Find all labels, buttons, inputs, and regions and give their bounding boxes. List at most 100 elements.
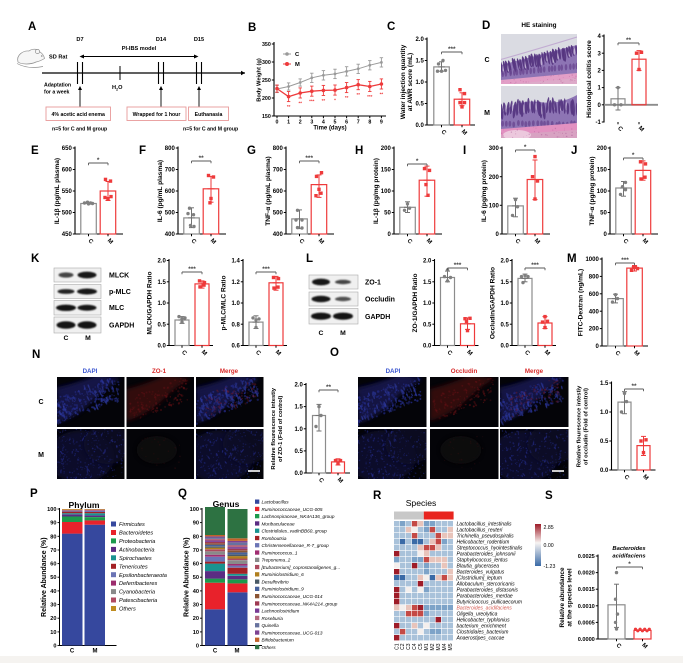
svg-text:0.0: 0.0 [423,344,432,350]
svg-text:60: 60 [50,562,56,568]
svg-text:300: 300 [262,60,271,66]
svg-text:[Clostridium]_leptum: [Clostridium]_leptum [456,576,503,582]
svg-text:Bifidobacterium: Bifidobacterium [262,638,294,643]
svg-text:Clostridiales_bacterium: Clostridiales_bacterium [457,630,509,636]
svg-text:C: C [180,350,188,358]
svg-text:Blautia_glucerasea: Blautia_glucerasea [457,564,500,570]
svg-text:2.0: 2.0 [157,259,166,265]
svg-text:0: 0 [53,644,56,650]
svg-text:500: 500 [165,211,176,217]
svg-text:100: 100 [190,507,199,513]
svg-text:Quinella: Quinella [262,623,280,628]
svg-text:0.0: 0.0 [157,344,166,350]
svg-text:1.2: 1.2 [231,280,240,286]
svg-text:2.0: 2.0 [294,383,303,389]
svg-text:1.0: 1.0 [500,301,509,307]
svg-text:Ruminiclostridium_6: Ruminiclostridium_6 [262,572,305,577]
svg-text:Others: Others [119,607,136,613]
svg-text:p-MLC/MLC Ratio: p-MLC/MLC Ratio [221,276,228,331]
svg-text:40: 40 [50,589,56,595]
svg-text:800: 800 [165,146,176,152]
svg-text:Bacteroidetes: Bacteroidetes [119,531,153,537]
svg-text:0.0015: 0.0015 [578,587,595,593]
svg-text:C: C [319,330,324,337]
svg-text:of ZO-1 (Fold of control): of ZO-1 (Fold of control) [278,396,284,462]
svg-text:M: M [632,350,640,358]
svg-text:Merge: Merge [525,368,544,375]
svg-text:Anaerostipes_caccae: Anaerostipes_caccae [456,636,505,642]
svg-text:Romboutsia: Romboutsia [262,536,287,541]
svg-text:1.5: 1.5 [500,280,509,286]
svg-text:*: * [632,152,635,159]
svg-text:Bacteroides_vulgatus: Bacteroides_vulgatus [457,570,505,576]
svg-text:Ruminococcaceae_NK4A214_group: Ruminococcaceae_NK4A214_group [262,601,338,606]
svg-text:Occludin: Occludin [451,368,478,375]
svg-text:C5: C5 [418,643,424,650]
svg-text:C: C [70,649,75,655]
svg-text:500: 500 [273,211,284,217]
svg-text:5: 5 [334,120,337,126]
svg-text:C: C [514,238,522,246]
svg-text:Staphylococcus_lentus: Staphylococcus_lentus [457,558,509,564]
svg-text:350: 350 [262,42,271,48]
svg-text:Parabacteroides_distasonis: Parabacteroides_distasonis [457,588,519,594]
svg-text:I: I [463,145,466,157]
svg-text:600: 600 [165,189,176,195]
svg-text:Bacteroides_acidifaciens: Bacteroides_acidifaciens [457,606,513,612]
svg-text:0.0: 0.0 [415,123,424,129]
svg-text:0.0020: 0.0020 [578,571,595,577]
svg-text:C: C [615,643,623,651]
svg-text:DAPI: DAPI [83,368,98,375]
svg-text:Deferribacteres: Deferribacteres [119,581,157,587]
svg-text:C: C [254,350,262,358]
svg-text:C: C [213,649,218,655]
svg-text:IL-6 (pg/mL plasma): IL-6 (pg/mL plasma) [157,160,164,222]
svg-text:10: 10 [193,630,199,636]
svg-text:Genus: Genus [213,499,240,509]
svg-text:M: M [317,238,325,246]
svg-text:C: C [317,477,325,485]
svg-text:Ruminococcaceae_UCG-005: Ruminococcaceae_UCG-005 [262,507,323,512]
svg-text:Clostridiales_vadinBB60_group: Clostridiales_vadinBB60_group [262,529,328,534]
svg-text:C4: C4 [412,643,418,650]
svg-text:Lactobacillus: Lactobacillus [262,500,290,505]
svg-text:450: 450 [62,232,73,238]
svg-text:**: ** [631,383,637,390]
svg-text:H2O: H2O [112,85,123,92]
svg-text:0.5: 0.5 [294,449,303,455]
svg-text:50: 50 [193,575,199,581]
svg-text:***: *** [448,46,456,53]
svg-text:M5: M5 [448,643,454,650]
svg-text:Body Weight (g): Body Weight (g) [257,58,263,102]
svg-text:Epsilonbacteraeota: Epsilonbacteraeota [119,573,167,579]
svg-text:0.5: 0.5 [157,322,166,328]
svg-text:1.5: 1.5 [157,280,166,286]
svg-text:250: 250 [262,78,271,84]
svg-text:-1: -1 [595,120,601,126]
svg-text:150: 150 [597,168,608,174]
svg-text:600: 600 [273,189,284,195]
svg-text:J: J [571,145,577,157]
svg-text:100: 100 [47,507,56,513]
svg-text:Relative abundance: Relative abundance [559,567,566,627]
svg-text:Wrapped for 1 hour: Wrapped for 1 hour [133,112,181,118]
svg-text:Treponema_2: Treponema_2 [262,558,291,563]
svg-text:800: 800 [589,275,600,281]
svg-text:acidifaciens: acidifaciens [612,554,646,560]
svg-text:**: ** [287,104,291,109]
svg-text:*: * [628,561,631,568]
svg-text:C: C [38,399,43,406]
svg-text:Ruminiclostridium_9: Ruminiclostridium_9 [262,587,305,592]
svg-text:0.5: 0.5 [415,102,424,108]
svg-text:Adaptation: Adaptation [44,83,71,89]
svg-text:0: 0 [387,232,391,238]
svg-text:Relative Abundance (%): Relative Abundance (%) [41,537,48,616]
svg-text:n=5 for C and M group: n=5 for C and M group [183,127,238,133]
svg-text:IL-1β (pg/mg protein): IL-1β (pg/mg protein) [373,158,380,224]
svg-text:2.0: 2.0 [415,37,424,43]
svg-text:100: 100 [597,189,608,195]
svg-text:200: 200 [262,96,271,102]
svg-text:TNF-α (pg/mL plasma): TNF-α (pg/mL plasma) [265,156,272,226]
svg-text:1.0: 1.0 [231,301,240,307]
svg-text:60: 60 [193,562,199,568]
